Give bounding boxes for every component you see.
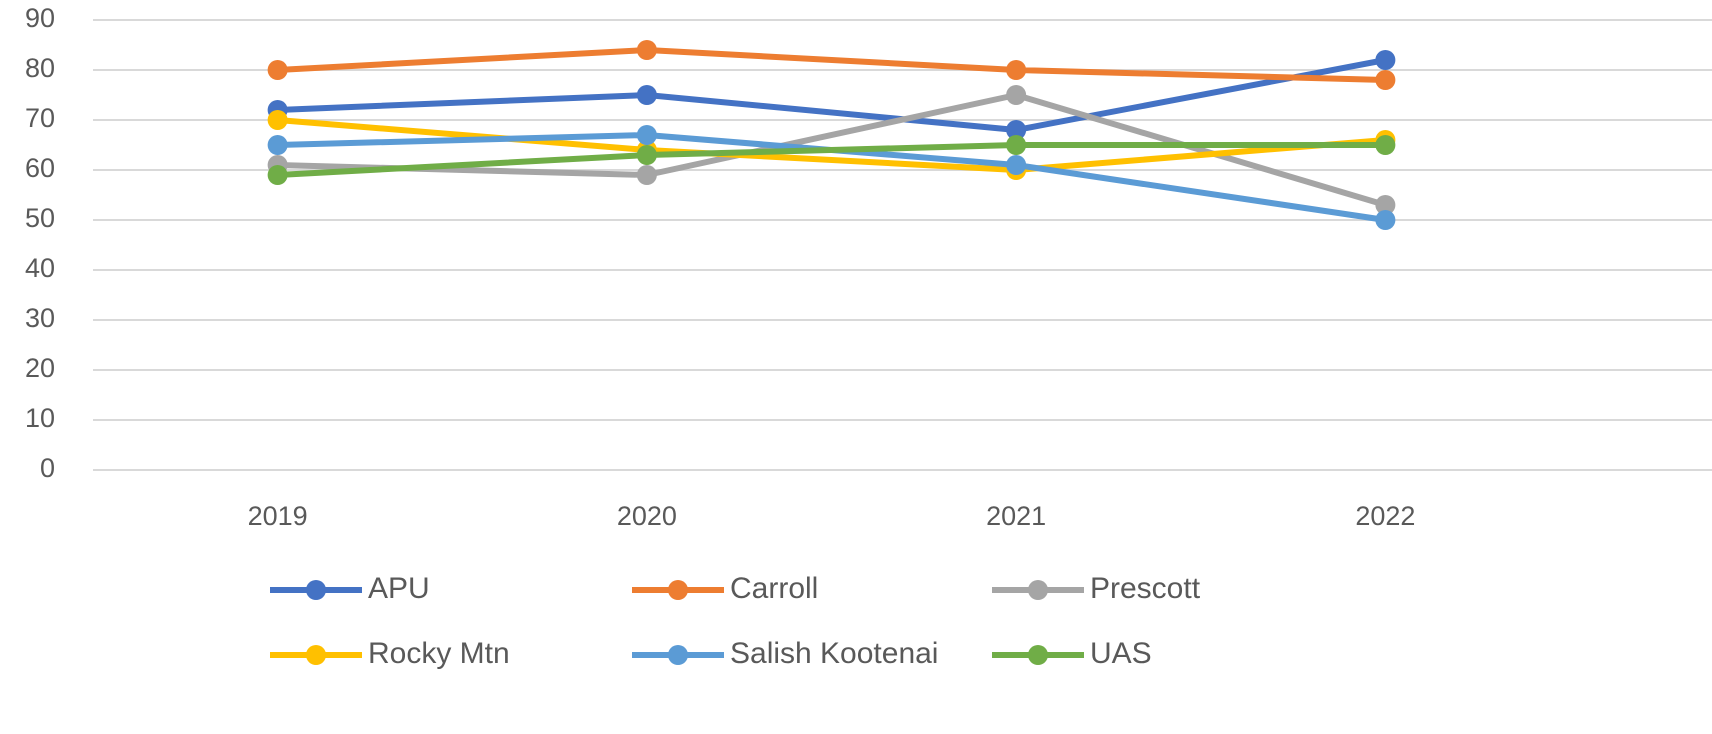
legend-marker (668, 580, 688, 600)
data-point (1375, 210, 1396, 230)
data-point (1006, 85, 1027, 105)
legend-marker (668, 645, 688, 665)
data-point (1006, 120, 1027, 140)
y-tick-label: 50 (25, 203, 55, 233)
series-line (277, 92, 1387, 208)
data-point (1006, 60, 1027, 80)
y-tick-label: 70 (25, 103, 55, 133)
x-tick-label: 2021 (986, 501, 1046, 531)
legend-text: Carroll (730, 572, 818, 605)
y-tick-label: 10 (25, 403, 55, 433)
y-tick-label: 0 (40, 453, 55, 483)
y-tick-label: 80 (25, 53, 55, 83)
data-point (636, 145, 657, 165)
y-tick-label: 60 (25, 153, 55, 183)
legend-marker (306, 645, 326, 665)
data-point (1006, 155, 1027, 175)
data-point (636, 125, 657, 145)
legend-text: Rocky Mtn (368, 637, 510, 670)
data-point (1375, 70, 1396, 90)
series-line (277, 47, 1386, 83)
data-point (267, 110, 288, 130)
legend-text: APU (368, 572, 430, 605)
data-point (267, 60, 288, 80)
data-point (636, 40, 657, 60)
data-point (1375, 135, 1396, 155)
legend-text: Prescott (1090, 572, 1201, 605)
data-point (636, 165, 657, 185)
data-point (1006, 135, 1027, 155)
series-line (277, 117, 1386, 173)
legend-text: Salish Kootenai (730, 637, 938, 670)
series-line (277, 57, 1386, 133)
y-tick-label: 40 (25, 253, 55, 283)
data-point (1375, 50, 1396, 70)
data-point (267, 165, 288, 185)
x-tick-label: 2022 (1355, 501, 1415, 531)
y-tick-label: 90 (25, 3, 55, 33)
x-tick-label: 2020 (617, 501, 677, 531)
data-point (1375, 195, 1396, 215)
data-point (636, 85, 657, 105)
legend-marker (1028, 580, 1048, 600)
series-line (277, 142, 1386, 178)
legend-marker (306, 580, 326, 600)
x-tick-label: 2019 (248, 501, 308, 531)
y-tick-label: 30 (25, 303, 55, 333)
data-point (267, 135, 288, 155)
legend-marker (1028, 645, 1048, 665)
legend-text: UAS (1090, 637, 1152, 670)
y-tick-label: 20 (25, 353, 55, 383)
